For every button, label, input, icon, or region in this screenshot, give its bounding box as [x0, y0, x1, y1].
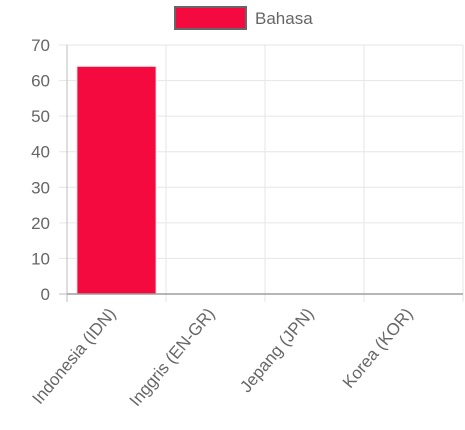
x-tick-label-2: Jepang (JPN)	[236, 304, 317, 396]
x-axis-ticks: Indonesia (IDN) Inggris (EN-GR) Jepang (JP…	[28, 304, 416, 410]
x-tick-label-1: Inggris (EN-GR)	[126, 304, 219, 410]
y-tick-label-0: 0	[41, 285, 50, 304]
y-tick-label-10: 10	[31, 249, 50, 268]
y-axis-ticks: 0 10 20 30 40 50 60 70	[31, 36, 50, 304]
x-tick-label-0: Indonesia (IDN)	[28, 304, 119, 407]
y-tick-label-60: 60	[31, 72, 50, 91]
y-tick-label-30: 30	[31, 178, 50, 197]
bar-indonesia-idn[interactable]	[76, 65, 157, 295]
axes	[66, 45, 463, 295]
bars	[76, 65, 157, 295]
x-tick-label-3: Korea (KOR)	[339, 304, 417, 391]
legend-label[interactable]: Bahasa	[255, 9, 313, 28]
legend[interactable]: Bahasa	[174, 6, 313, 30]
legend-swatch[interactable]	[174, 6, 247, 30]
y-tick-label-20: 20	[31, 214, 50, 233]
y-tick-label-40: 40	[31, 143, 50, 162]
y-tick-label-50: 50	[31, 107, 50, 126]
y-tick-label-70: 70	[31, 36, 50, 55]
